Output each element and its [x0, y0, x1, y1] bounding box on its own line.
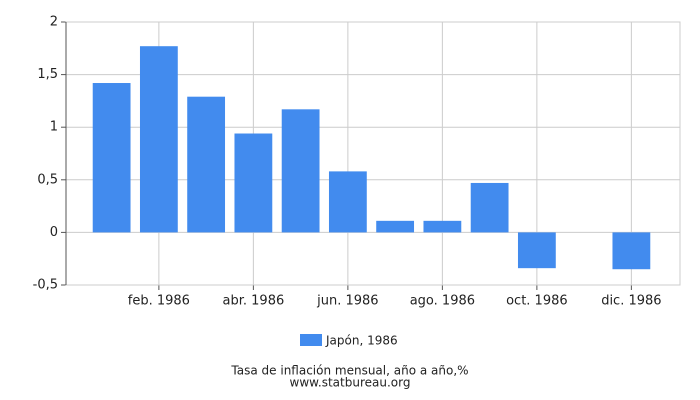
x-tick-label: abr. 1986	[223, 294, 285, 309]
bar	[612, 232, 651, 270]
y-tick-label: -0,5	[33, 278, 58, 293]
bar	[92, 83, 131, 233]
x-tick-label: ago. 1986	[410, 294, 475, 309]
bar	[423, 220, 462, 233]
y-tick-label: 0,5	[37, 172, 58, 187]
x-tick-label: jun. 1986	[316, 294, 378, 309]
x-tick-label: dic. 1986	[601, 294, 661, 309]
x-tick-label: feb. 1986	[128, 294, 190, 309]
bar	[376, 220, 415, 233]
bar	[517, 232, 556, 269]
bar	[234, 133, 273, 233]
footer-text: Tasa de inflación mensual, año a año,%	[230, 364, 468, 378]
legend-swatch	[300, 334, 322, 346]
bar	[139, 46, 178, 233]
bar	[328, 171, 367, 233]
legend-label: Japón, 1986	[325, 334, 398, 348]
y-tick-label: 0	[50, 225, 58, 240]
y-tick-label: 1,5	[37, 67, 58, 82]
bar	[470, 182, 509, 233]
y-tick-label: 2	[50, 15, 58, 30]
bar	[281, 109, 320, 233]
y-tick-label: 1	[50, 120, 58, 135]
footer-text: www.statbureau.org	[290, 376, 411, 390]
x-tick-label: oct. 1986	[506, 294, 568, 309]
bar	[187, 96, 226, 233]
